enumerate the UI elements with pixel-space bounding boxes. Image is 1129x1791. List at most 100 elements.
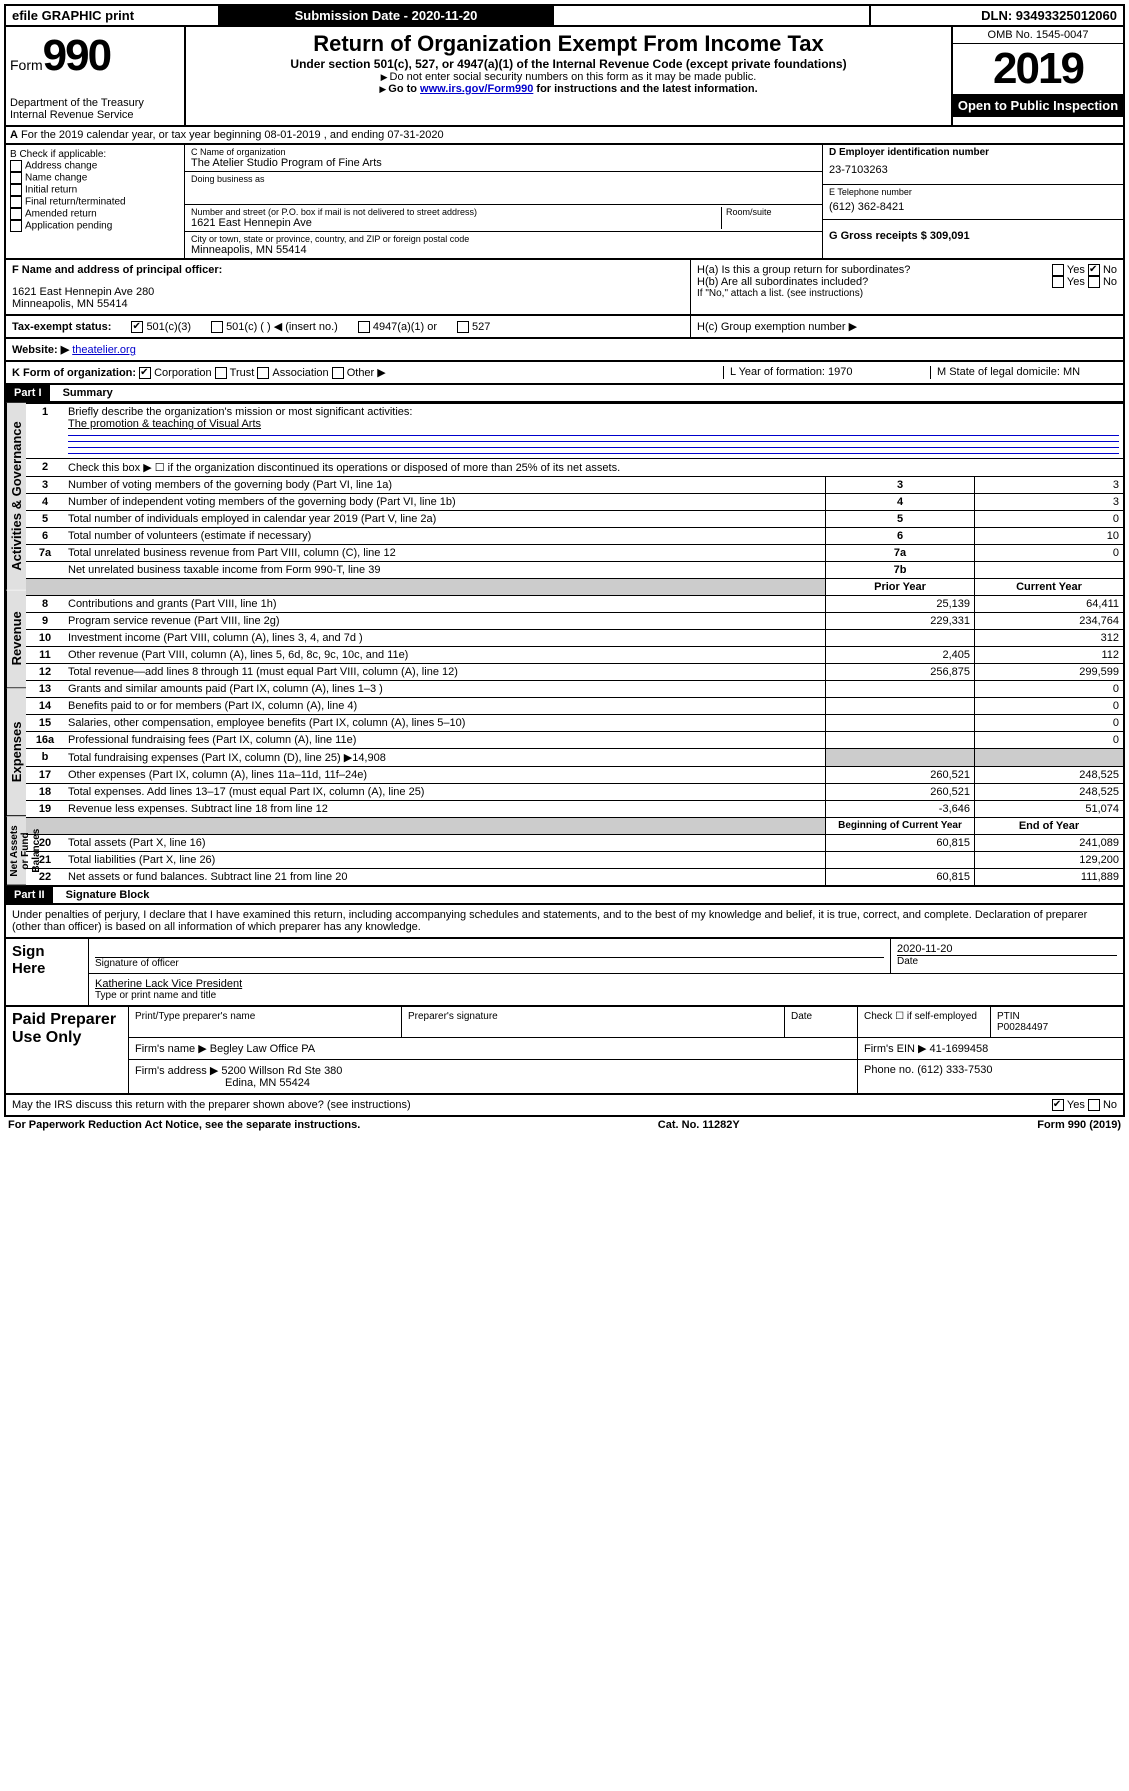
l8-prior: 25,139 bbox=[826, 596, 975, 613]
omb-number: OMB No. 1545-0047 bbox=[953, 27, 1123, 44]
box-b-label: B Check if applicable: bbox=[10, 149, 180, 160]
cb-name-change[interactable] bbox=[10, 172, 22, 184]
ptin-label: PTIN bbox=[997, 1011, 1117, 1022]
form990-link[interactable]: www.irs.gov/Form990 bbox=[420, 83, 533, 95]
section-a: A For the 2019 calendar year, or tax yea… bbox=[4, 127, 1125, 145]
cb-amended[interactable] bbox=[10, 208, 22, 220]
hc-label: H(c) Group exemption number ▶ bbox=[691, 316, 1123, 337]
l9-curr: 234,764 bbox=[975, 613, 1124, 630]
phone-label: E Telephone number bbox=[829, 187, 1117, 197]
efile-label[interactable]: efile GRAPHIC print bbox=[5, 5, 219, 26]
cb-501c[interactable] bbox=[211, 321, 223, 333]
part1-header-row: Part I Summary bbox=[4, 385, 1125, 403]
cb-ha-yes[interactable] bbox=[1052, 264, 1064, 276]
l16b-prior bbox=[826, 749, 975, 767]
sig-officer-label: Signature of officer bbox=[95, 957, 884, 969]
cb-ha-no[interactable] bbox=[1088, 264, 1100, 276]
form-footer: Form 990 (2019) bbox=[1037, 1119, 1121, 1131]
room-label: Room/suite bbox=[726, 207, 816, 217]
vert-expenses: Expenses bbox=[6, 688, 26, 816]
cb-discuss-yes[interactable] bbox=[1052, 1099, 1064, 1111]
l19-curr: 51,074 bbox=[975, 801, 1124, 818]
ein-value: 23-7103263 bbox=[829, 158, 1117, 182]
cb-4947[interactable] bbox=[358, 321, 370, 333]
l17-curr: 248,525 bbox=[975, 767, 1124, 784]
website-value[interactable]: theatelier.org bbox=[72, 344, 136, 356]
instr-1: Do not enter social security numbers on … bbox=[190, 71, 947, 83]
phone-value: (612) 362-8421 bbox=[829, 197, 1117, 217]
form-subtitle: Under section 501(c), 527, or 4947(a)(1)… bbox=[190, 57, 947, 71]
org-name: The Atelier Studio Program of Fine Arts bbox=[191, 157, 816, 169]
l22-prior: 60,815 bbox=[826, 869, 975, 886]
hb-note: If "No," attach a list. (see instruction… bbox=[697, 288, 1117, 299]
footer: For Paperwork Reduction Act Notice, see … bbox=[4, 1117, 1125, 1133]
part1-body: Activities & Governance Revenue Expenses… bbox=[4, 403, 1125, 887]
l14-prior bbox=[826, 698, 975, 715]
line7b-val bbox=[975, 562, 1124, 579]
l17-prior: 260,521 bbox=[826, 767, 975, 784]
firm-addr: Firm's address ▶ 5200 Willson Rd Ste 380 bbox=[135, 1064, 851, 1077]
l11-curr: 112 bbox=[975, 647, 1124, 664]
cb-final-return[interactable] bbox=[10, 196, 22, 208]
date-label: Date bbox=[897, 955, 1117, 967]
cb-application-pending[interactable] bbox=[10, 220, 22, 232]
m-label: M State of legal domicile: MN bbox=[930, 366, 1117, 379]
l11-prior: 2,405 bbox=[826, 647, 975, 664]
cb-discuss-no[interactable] bbox=[1088, 1099, 1100, 1111]
l15-curr: 0 bbox=[975, 715, 1124, 732]
l16b-curr bbox=[975, 749, 1124, 767]
row-i: Tax-exempt status: 501(c)(3) 501(c) ( ) … bbox=[4, 316, 1125, 339]
cb-address-change[interactable] bbox=[10, 160, 22, 172]
cb-trust[interactable] bbox=[215, 367, 227, 379]
officer-name: Katherine Lack Vice President bbox=[95, 978, 1117, 990]
form-word: Form bbox=[10, 57, 43, 73]
a-label: A bbox=[10, 129, 18, 141]
l21-prior bbox=[826, 852, 975, 869]
dba-label: Doing business as bbox=[191, 174, 816, 184]
l13-prior bbox=[826, 681, 975, 698]
cat-number: Cat. No. 11282Y bbox=[658, 1119, 740, 1131]
l20-prior: 60,815 bbox=[826, 835, 975, 852]
cb-501c3[interactable] bbox=[131, 321, 143, 333]
dept-label: Department of the Treasury bbox=[10, 97, 180, 109]
cb-hb-yes[interactable] bbox=[1052, 276, 1064, 288]
line6-val: 10 bbox=[975, 528, 1124, 545]
form-number: 990 bbox=[43, 31, 110, 80]
l13-curr: 0 bbox=[975, 681, 1124, 698]
cb-initial-return[interactable] bbox=[10, 184, 22, 196]
street-address: 1621 East Hennepin Ave bbox=[191, 217, 721, 229]
l12-prior: 256,875 bbox=[826, 664, 975, 681]
l8-curr: 64,411 bbox=[975, 596, 1124, 613]
instr-2b: for instructions and the latest informat… bbox=[533, 83, 757, 95]
l22-curr: 111,889 bbox=[975, 869, 1124, 886]
l18-curr: 248,525 bbox=[975, 784, 1124, 801]
self-employed-label: Check ☐ if self-employed bbox=[858, 1007, 991, 1038]
cb-corp[interactable] bbox=[139, 367, 151, 379]
prep-sig-label: Preparer's signature bbox=[402, 1007, 785, 1038]
row-k: K Form of organization: Corporation Trus… bbox=[4, 362, 1125, 385]
line3-val: 3 bbox=[975, 477, 1124, 494]
tax-year-text: For the 2019 calendar year, or tax year … bbox=[21, 129, 444, 141]
discuss-row: May the IRS discuss this return with the… bbox=[4, 1095, 1125, 1117]
cb-other[interactable] bbox=[332, 367, 344, 379]
main-info-block: B Check if applicable: Address change Na… bbox=[4, 145, 1125, 260]
open-public: Open to Public Inspection bbox=[953, 94, 1123, 117]
l12-curr: 299,599 bbox=[975, 664, 1124, 681]
line1-label: Briefly describe the organization's miss… bbox=[68, 406, 412, 418]
k-label: K Form of organization: bbox=[12, 367, 136, 379]
hb-label: H(b) Are all subordinates included? bbox=[697, 276, 868, 288]
l16a-prior bbox=[826, 732, 975, 749]
l9-prior: 229,331 bbox=[826, 613, 975, 630]
l20-curr: 241,089 bbox=[975, 835, 1124, 852]
cb-527[interactable] bbox=[457, 321, 469, 333]
paid-preparer-label: Paid Preparer Use Only bbox=[5, 1007, 129, 1094]
f-label: F Name and address of principal officer: bbox=[12, 264, 222, 276]
i-label: Tax-exempt status: bbox=[12, 321, 111, 333]
beg-year-hdr: Beginning of Current Year bbox=[826, 818, 975, 835]
cb-assoc[interactable] bbox=[257, 367, 269, 379]
irs-label: Internal Revenue Service bbox=[10, 109, 180, 121]
cb-hb-no[interactable] bbox=[1088, 276, 1100, 288]
street-label: Number and street (or P.O. box if mail i… bbox=[191, 207, 721, 217]
firm-ein: Firm's EIN ▶ 41-1699458 bbox=[858, 1038, 1125, 1060]
paperwork-notice: For Paperwork Reduction Act Notice, see … bbox=[8, 1119, 360, 1131]
